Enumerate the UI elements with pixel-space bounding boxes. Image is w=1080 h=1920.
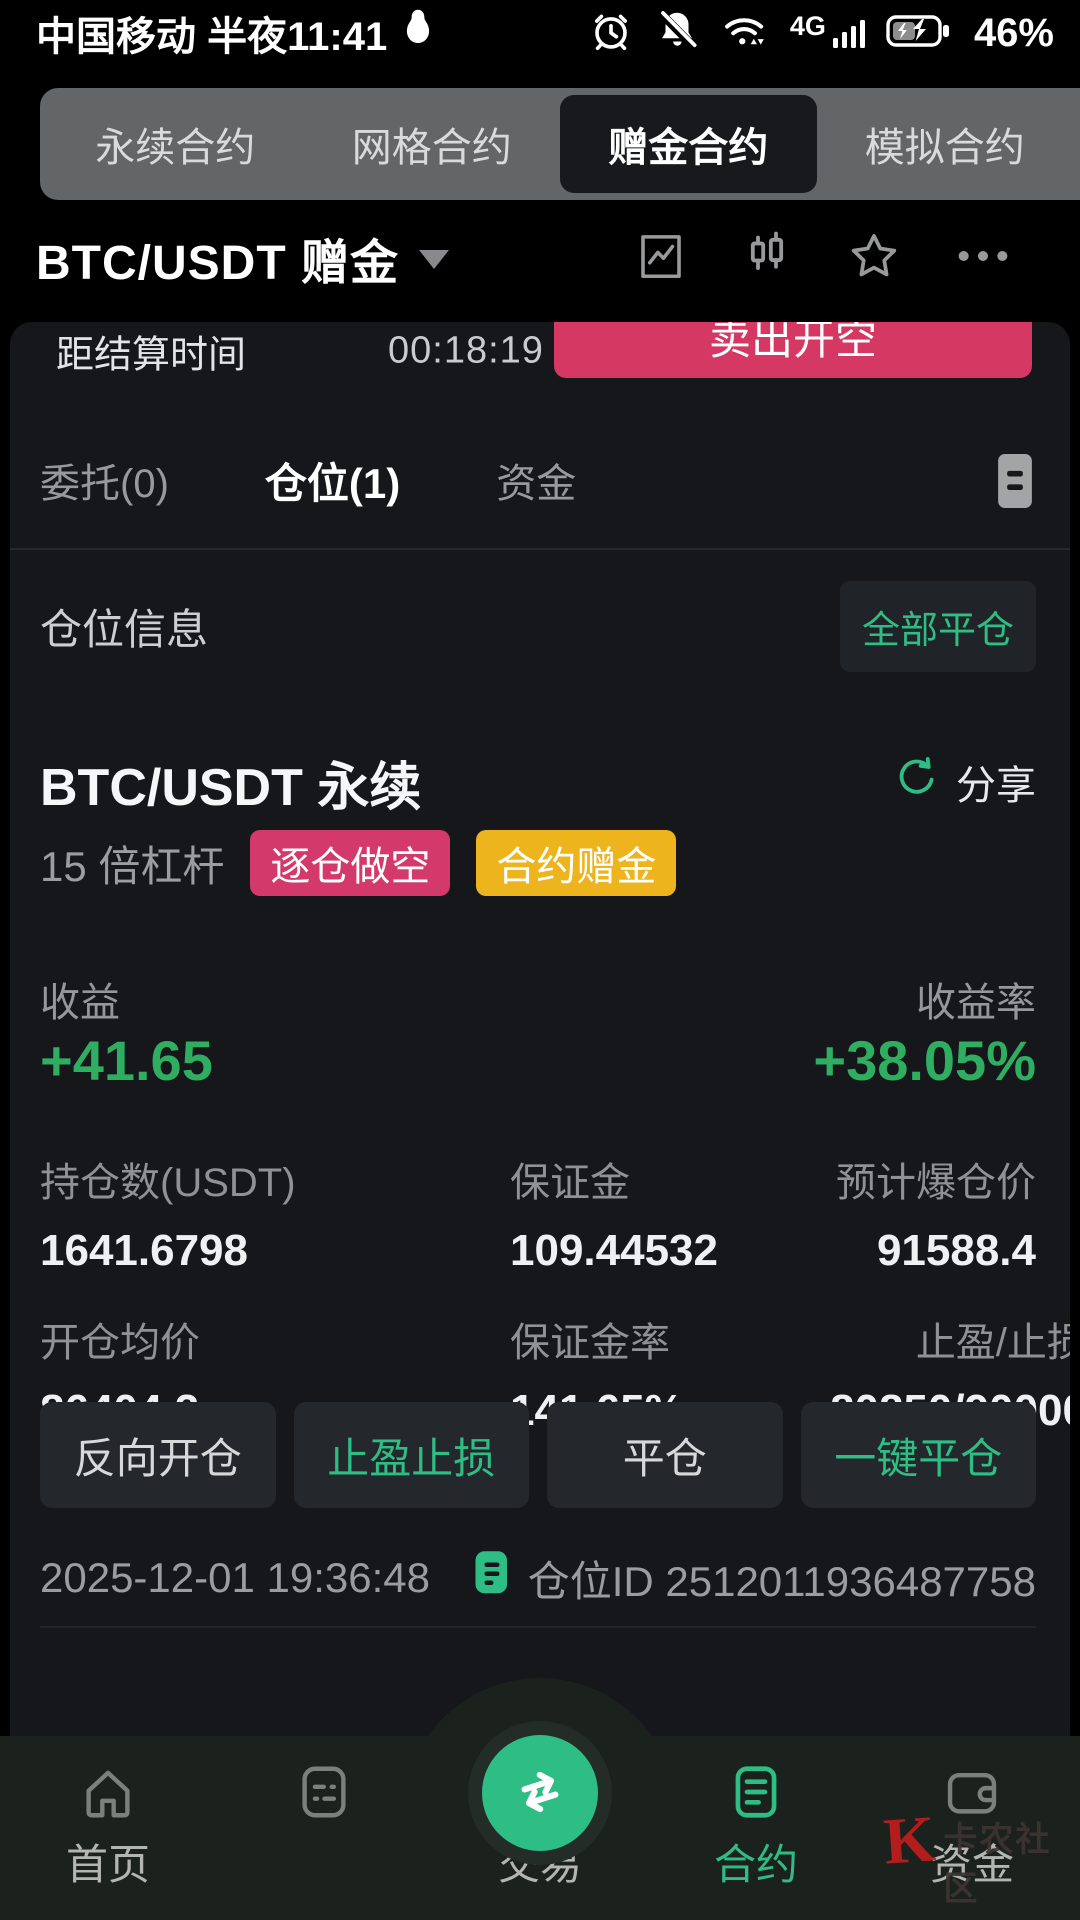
share-refresh-icon xyxy=(894,754,940,810)
settlement-label: 距结算时间 xyxy=(56,334,247,377)
carrier-time-text: 中国移动 半夜11:41 xyxy=(36,15,388,59)
stat-value: 1641.6798 xyxy=(40,1226,248,1275)
tab-perpetual-contract[interactable]: 永续合约 xyxy=(95,126,256,170)
network-type-text: 4G xyxy=(789,11,826,41)
nav-item-assets[interactable]: 资金 xyxy=(864,1744,1080,1920)
stat-label: 保证金 xyxy=(510,1161,630,1205)
nav-item-markets[interactable]: 交易 xyxy=(216,1744,432,1920)
wifi-icon xyxy=(720,9,770,58)
battery-percent-text: 46% xyxy=(973,10,1054,55)
tab-orders[interactable]: 委托(0) xyxy=(40,462,169,506)
share-label: 分享 xyxy=(956,764,1036,808)
nav-item-contract[interactable]: 合约 xyxy=(648,1744,864,1920)
signal-4g-icon: 4G xyxy=(790,11,866,50)
section-divider xyxy=(10,548,1070,550)
wallet-icon xyxy=(941,1744,1003,1840)
nav-item-home[interactable]: 首页 xyxy=(0,1744,216,1920)
favorite-star-icon[interactable] xyxy=(846,228,902,289)
settlement-row: 距结算时间 00:18:19 卖出开空 xyxy=(10,322,1070,380)
contract-icon xyxy=(725,1744,787,1840)
stat-label: 预计爆仓价 xyxy=(836,1161,1036,1205)
isolated-short-badge: 逐仓做空 xyxy=(250,830,451,896)
battery-charging-icon xyxy=(886,12,954,55)
position-id-text: 仓位ID 2512011936487758 xyxy=(527,1557,1036,1605)
position-actions: 反向开仓 止盈止损 平仓 一键平仓 xyxy=(40,1402,1036,1508)
kanong-watermark: K 卡农社区 金融在线教育 xyxy=(881,1802,1080,1920)
home-icon xyxy=(77,1744,139,1840)
tab-bonus-contract[interactable]: 赠金合约 xyxy=(560,95,817,193)
one-click-close-button[interactable]: 一键平仓 xyxy=(800,1402,1036,1508)
position-open-time: 2025-12-01 19:36:48 xyxy=(40,1554,430,1601)
stat-label: 开仓均价 xyxy=(40,1321,200,1365)
stat-label: 持仓数(USDT) xyxy=(40,1161,296,1205)
qq-notification-icon xyxy=(399,6,437,60)
pair-selector[interactable]: BTC/USDT 赠金 xyxy=(36,237,399,290)
close-position-button[interactable]: 平仓 xyxy=(547,1402,783,1508)
share-button[interactable]: 分享 xyxy=(894,753,1036,811)
tab-demo-contract[interactable]: 模拟合约 xyxy=(864,126,1025,170)
nav-label-home: 首页 xyxy=(65,1841,150,1888)
watermark-line2: 金融在线教育 xyxy=(943,1916,1080,1920)
bell-off-icon xyxy=(654,8,700,59)
candlestick-icon[interactable] xyxy=(740,229,794,288)
tab-positions[interactable]: 仓位(1) xyxy=(264,459,401,507)
contract-bonus-badge: 合约赠金 xyxy=(476,830,677,896)
trade-center-button[interactable] xyxy=(482,1735,598,1851)
stat-value: 109.44532 xyxy=(510,1226,718,1275)
stats-row-1: 持仓数(USDT) 保证金 预计爆仓价 1641.6798 109.44532 … xyxy=(40,1150,1036,1276)
leverage-text: 15 倍杠杆 xyxy=(40,842,225,890)
stat-value: 91588.4 xyxy=(876,1226,1036,1275)
symbol-header: BTC/USDT 赠金 xyxy=(36,210,1050,306)
kanong-logo: K xyxy=(881,1802,938,1879)
pnl-rate-label: 收益率 xyxy=(916,981,1036,1025)
instrument-name: BTC/USDT 永续 xyxy=(40,758,422,817)
nav-label-contract: 合约 xyxy=(713,1841,798,1888)
chart-icon[interactable] xyxy=(634,229,688,288)
footer-divider xyxy=(40,1626,1036,1628)
contract-type-tabs: 永续合约 网格合约 赠金合约 模拟合约 xyxy=(40,88,1080,200)
position-id-doc-icon[interactable] xyxy=(472,1549,512,1607)
pnl-label: 收益 xyxy=(40,981,120,1025)
markets-icon xyxy=(293,1744,355,1840)
stat-label: 保证金率 xyxy=(510,1321,670,1365)
tab-grid-contract[interactable]: 网格合约 xyxy=(351,126,512,170)
stat-label: 止盈/止损 xyxy=(915,1321,1070,1365)
nav-label-assets: 资金 xyxy=(929,1841,1014,1888)
status-bar: 中国移动 半夜11:41 xyxy=(0,4,1080,62)
dropdown-caret-icon[interactable] xyxy=(419,250,449,284)
exchange-arrows-icon xyxy=(508,1760,572,1827)
tab-funds[interactable]: 资金 xyxy=(496,462,577,506)
watermark-line1: 卡农社区 xyxy=(943,1821,1052,1908)
tp-sl-button[interactable]: 止盈止损 xyxy=(293,1402,529,1508)
pnl-value: +41.65 xyxy=(40,1028,213,1092)
pnl-rate-value: +38.05% xyxy=(813,1028,1036,1092)
list-filter-icon[interactable] xyxy=(998,454,1032,513)
position-info-title: 仓位信息 xyxy=(40,605,209,653)
more-options-icon[interactable] xyxy=(954,229,1012,288)
sell-open-short-button[interactable]: 卖出开空 xyxy=(554,322,1032,378)
trading-sheet: 距结算时间 00:18:19 卖出开空 委托(0) 仓位(1) 资金 仓位信息 … xyxy=(10,322,1070,1920)
reverse-position-button[interactable]: 反向开仓 xyxy=(40,1402,276,1508)
close-all-positions-button[interactable]: 全部平仓 xyxy=(839,580,1036,672)
position-tabs: 委托(0) 仓位(1) 资金 xyxy=(40,440,1036,520)
settlement-countdown: 00:18:19 xyxy=(388,329,544,372)
alarm-icon xyxy=(588,8,634,59)
